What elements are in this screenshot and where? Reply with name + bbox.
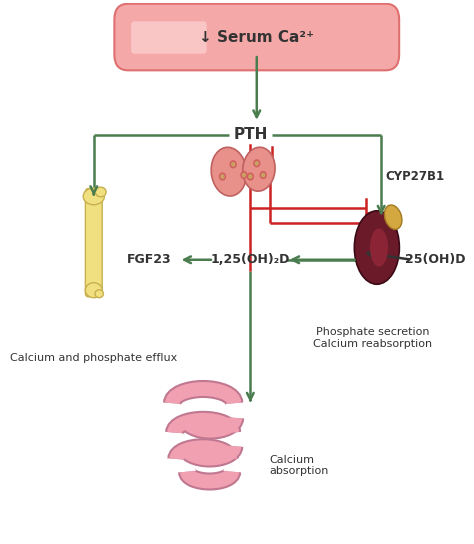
Ellipse shape: [95, 290, 103, 298]
Circle shape: [262, 174, 264, 177]
Circle shape: [230, 161, 236, 168]
Circle shape: [254, 160, 260, 167]
Text: FGF23: FGF23: [127, 254, 172, 266]
Ellipse shape: [355, 211, 400, 284]
Circle shape: [242, 174, 246, 177]
Text: CYP27B1: CYP27B1: [385, 170, 445, 183]
Ellipse shape: [83, 188, 104, 205]
Circle shape: [247, 173, 253, 180]
Text: Calcium and phosphate efflux: Calcium and phosphate efflux: [10, 353, 177, 363]
Text: ↓ Serum Ca²⁺: ↓ Serum Ca²⁺: [199, 29, 314, 45]
Circle shape: [255, 162, 258, 165]
Ellipse shape: [370, 228, 388, 267]
Text: PTH: PTH: [233, 127, 267, 143]
Text: 1,25(OH)₂D: 1,25(OH)₂D: [210, 254, 290, 266]
Ellipse shape: [85, 283, 102, 298]
Text: Calcium
absorption: Calcium absorption: [270, 455, 329, 476]
Text: Phosphate secretion
Calcium reabsorption: Phosphate secretion Calcium reabsorption: [313, 327, 432, 349]
FancyBboxPatch shape: [131, 21, 207, 54]
Circle shape: [249, 175, 252, 178]
FancyBboxPatch shape: [114, 4, 399, 70]
Ellipse shape: [243, 147, 275, 191]
Circle shape: [221, 175, 224, 178]
Text: 25(OH)D: 25(OH)D: [404, 254, 465, 266]
FancyBboxPatch shape: [85, 189, 102, 296]
Circle shape: [219, 173, 226, 180]
Circle shape: [260, 172, 266, 178]
Ellipse shape: [95, 187, 106, 197]
Ellipse shape: [384, 205, 402, 230]
Circle shape: [232, 163, 235, 166]
Ellipse shape: [211, 147, 246, 196]
Circle shape: [241, 172, 247, 178]
